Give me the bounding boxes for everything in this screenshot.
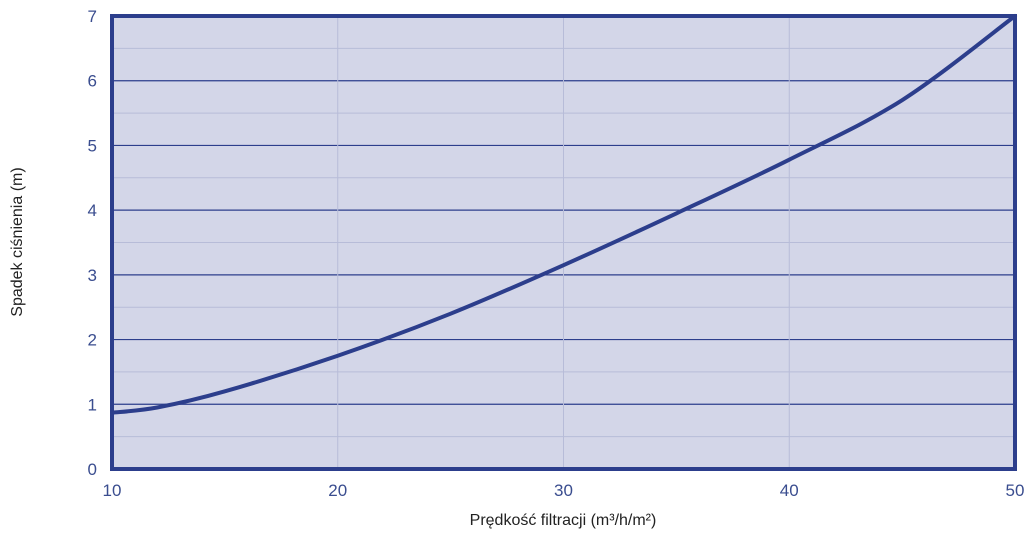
x-axis-title: Prędkość filtracji (m³/h/m²) [470, 512, 657, 529]
x-tick-label: 10 [103, 481, 122, 500]
y-tick-label: 2 [88, 331, 97, 350]
y-tick-labels: 0 1 2 3 4 5 6 7 [88, 7, 97, 479]
y-tick-label: 6 [88, 72, 97, 91]
y-tick-label: 4 [88, 201, 97, 220]
plot-frame [110, 14, 1017, 471]
x-tick-label: 50 [1006, 481, 1025, 500]
x-tick-labels: 10 20 30 40 50 [103, 481, 1025, 500]
x-tick-label: 20 [328, 481, 347, 500]
y-tick-label: 3 [88, 266, 97, 285]
y-tick-label: 1 [88, 395, 97, 414]
x-tick-label: 40 [780, 481, 799, 500]
pressure-drop-curve [110, 14, 1017, 415]
y-tick-label: 7 [88, 7, 97, 26]
y-tick-label: 5 [88, 136, 97, 155]
y-axis-title: Spadek ciśnienia (m) [9, 167, 26, 316]
x-tick-label: 30 [554, 481, 573, 500]
y-tick-label: 0 [88, 460, 97, 479]
grid-lines [112, 16, 1015, 469]
